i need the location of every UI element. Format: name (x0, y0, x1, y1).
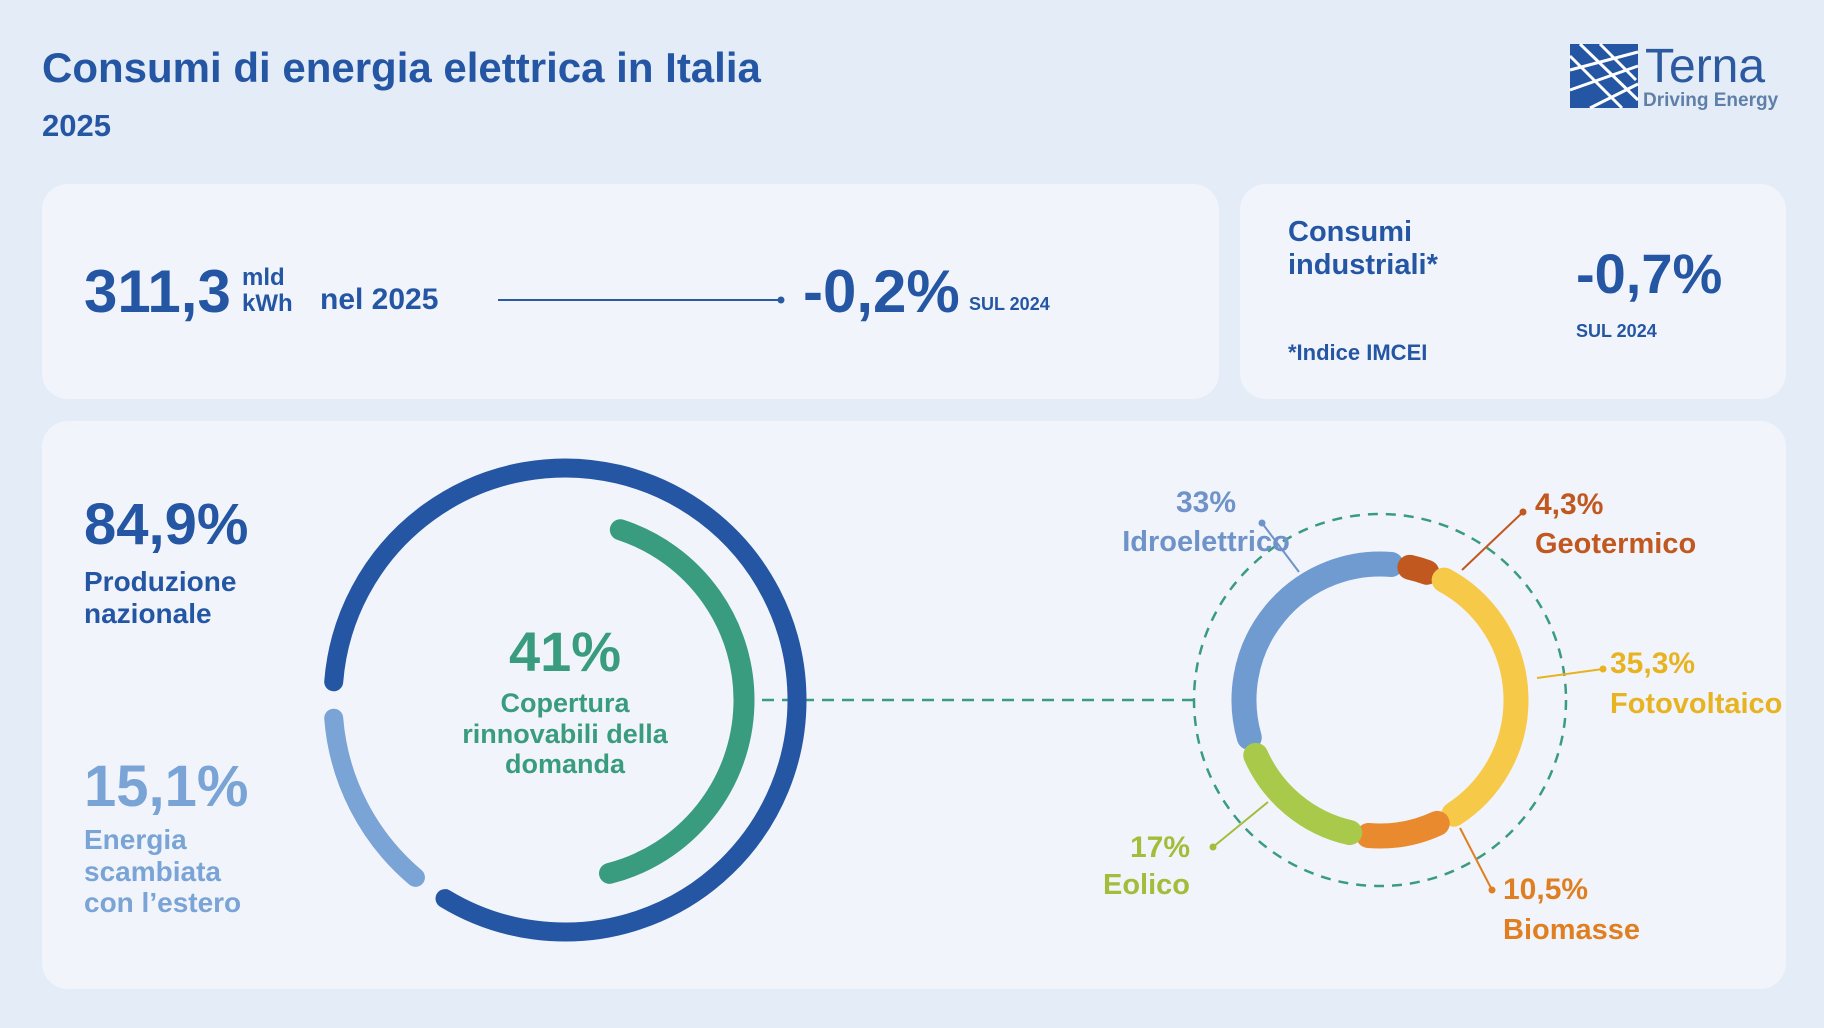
unit: mld (242, 264, 285, 291)
industrial-change: -0,7% (1576, 242, 1723, 305)
value-label: 84,9% (84, 492, 249, 557)
leader-line (1461, 511, 1524, 571)
card (42, 184, 1219, 399)
category-label: Biomasse (1503, 914, 1641, 946)
value-label: 33% (1175, 486, 1237, 519)
category-label: Produzione nazionale (84, 566, 237, 629)
period: nel 2025 (320, 283, 439, 316)
donut-segment (1431, 567, 1529, 827)
leader-dot (1599, 665, 1607, 673)
donut-segment (1231, 551, 1404, 750)
unit: kWh (242, 290, 293, 317)
donut-segment (1397, 554, 1440, 585)
title: Consumi di energia elettrica in Italia (42, 44, 761, 91)
change-ref: SUL 2024 (1576, 321, 1657, 341)
logo-tagline: Driving Energy (1643, 90, 1779, 111)
category-label: Energia scambiata con l’estero (84, 824, 242, 919)
note: *Indice IMCEI (1288, 340, 1428, 365)
donut-segment (324, 458, 807, 942)
inner-arc (599, 519, 755, 884)
change-ref: SUL 2024 (969, 294, 1050, 314)
leader-line (1212, 801, 1269, 848)
category-label: Geotermico (1535, 528, 1697, 560)
arrow-head (777, 296, 785, 304)
dashed-ring (1192, 512, 1568, 888)
value-label: 10,5% (1503, 873, 1589, 906)
leader-dot (1519, 508, 1527, 516)
value-label: 4,3% (1535, 488, 1604, 521)
change: -0,2% (803, 258, 960, 325)
category-label: Eolico (1102, 869, 1190, 901)
card (1240, 184, 1786, 399)
leader-dot (1258, 519, 1266, 527)
value-label: 15,1% (84, 754, 249, 819)
leader-line (1261, 522, 1300, 573)
inner-label: Copertura rinnovabili della domanda (462, 688, 668, 779)
donut-segment (1243, 742, 1363, 846)
inner-value: 41% (508, 620, 622, 683)
logo-name: Terna (1645, 40, 1766, 93)
value-label: 17% (1129, 831, 1190, 864)
leader-dot (1488, 886, 1496, 894)
donut-segment (324, 708, 425, 887)
consumption-value: 311,3 (84, 258, 231, 325)
category-label: Fotovoltaico (1610, 688, 1783, 720)
value-label: 35,3% (1610, 647, 1696, 680)
leader-line (1536, 668, 1604, 679)
industrial-label: Consumi industriali* (1288, 216, 1438, 281)
card (42, 421, 1786, 989)
donut-segment (1355, 810, 1450, 849)
leader-line (1459, 827, 1493, 891)
year: 2025 (42, 108, 111, 143)
leader-dot (1209, 843, 1217, 851)
category-label: Idroelettrico (1122, 526, 1290, 558)
logo-icon (1568, 42, 1640, 110)
